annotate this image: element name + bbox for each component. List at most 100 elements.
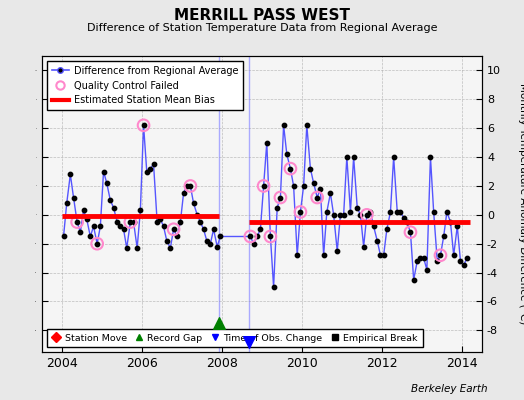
Point	[326, 190, 335, 196]
Point	[143, 168, 151, 175]
Point	[139, 122, 148, 128]
Point	[186, 183, 194, 189]
Point	[69, 194, 78, 201]
Point	[216, 233, 225, 240]
Point	[96, 223, 104, 230]
Point	[363, 212, 371, 218]
Point	[259, 183, 268, 189]
Point	[399, 214, 408, 221]
Text: Berkeley Earth: Berkeley Earth	[411, 384, 487, 394]
Point	[276, 194, 285, 201]
Point	[139, 122, 148, 128]
Point	[93, 240, 101, 247]
Point	[245, 339, 253, 345]
Point	[443, 209, 451, 215]
Point	[126, 219, 135, 225]
Point	[333, 248, 342, 254]
Point	[366, 209, 375, 215]
Point	[206, 240, 214, 247]
Point	[436, 252, 445, 258]
Legend: Station Move, Record Gap, Time of Obs. Change, Empirical Break: Station Move, Record Gap, Time of Obs. C…	[47, 329, 422, 347]
Point	[210, 226, 218, 232]
Point	[153, 219, 161, 225]
Point	[186, 183, 194, 189]
Point	[426, 154, 434, 160]
Point	[189, 200, 198, 206]
Point	[266, 233, 275, 240]
Point	[340, 212, 348, 218]
Point	[62, 200, 71, 206]
Point	[176, 219, 184, 225]
Point	[193, 212, 201, 218]
Point	[440, 233, 448, 240]
Point	[213, 243, 221, 250]
Point	[350, 154, 358, 160]
Point	[156, 216, 165, 222]
Point	[126, 219, 135, 225]
Point	[359, 243, 368, 250]
Point	[376, 252, 385, 258]
Point	[313, 194, 321, 201]
Point	[369, 223, 378, 230]
Point	[169, 226, 178, 232]
Point	[253, 233, 261, 240]
Point	[320, 252, 328, 258]
Point	[316, 186, 324, 192]
Point	[406, 229, 414, 235]
Point	[86, 233, 94, 240]
Point	[59, 233, 68, 240]
Point	[259, 183, 268, 189]
Point	[336, 212, 345, 218]
Point	[173, 233, 181, 240]
Point	[110, 204, 118, 211]
Point	[303, 122, 311, 128]
Point	[423, 266, 431, 273]
Point	[196, 219, 204, 225]
Point	[383, 226, 391, 232]
Point	[246, 233, 255, 240]
Point	[179, 190, 188, 196]
Point	[306, 166, 314, 172]
Point	[293, 252, 301, 258]
Point	[393, 209, 401, 215]
Y-axis label: Monthly Temperature Anomaly Difference (°C): Monthly Temperature Anomaly Difference (…	[518, 83, 524, 325]
Point	[256, 226, 265, 232]
Point	[416, 255, 424, 261]
Point	[299, 183, 308, 189]
Point	[289, 183, 298, 189]
Point	[453, 223, 462, 230]
Point	[90, 223, 98, 230]
Point	[103, 180, 111, 186]
Point	[200, 226, 208, 232]
Point	[446, 219, 455, 225]
Point	[276, 194, 285, 201]
Point	[66, 171, 74, 178]
Point	[162, 238, 171, 244]
Point	[353, 204, 362, 211]
Text: MERRILL PASS WEST: MERRILL PASS WEST	[174, 8, 350, 23]
Point	[146, 166, 155, 172]
Point	[433, 258, 441, 264]
Text: Difference of Station Temperature Data from Regional Average: Difference of Station Temperature Data f…	[87, 23, 437, 33]
Point	[409, 277, 418, 283]
Point	[413, 258, 421, 264]
Point	[266, 233, 275, 240]
Point	[203, 238, 211, 244]
Point	[263, 140, 271, 146]
Point	[296, 209, 304, 215]
Point	[386, 209, 395, 215]
Point	[450, 252, 458, 258]
Point	[296, 209, 304, 215]
Point	[129, 219, 138, 225]
Point	[286, 166, 294, 172]
Point	[79, 207, 88, 214]
Point	[133, 245, 141, 251]
Point	[159, 223, 168, 230]
Point	[313, 194, 321, 201]
Point	[402, 219, 411, 225]
Point	[169, 226, 178, 232]
Point	[373, 238, 381, 244]
Point	[100, 168, 108, 175]
Point	[282, 151, 291, 157]
Point	[396, 209, 405, 215]
